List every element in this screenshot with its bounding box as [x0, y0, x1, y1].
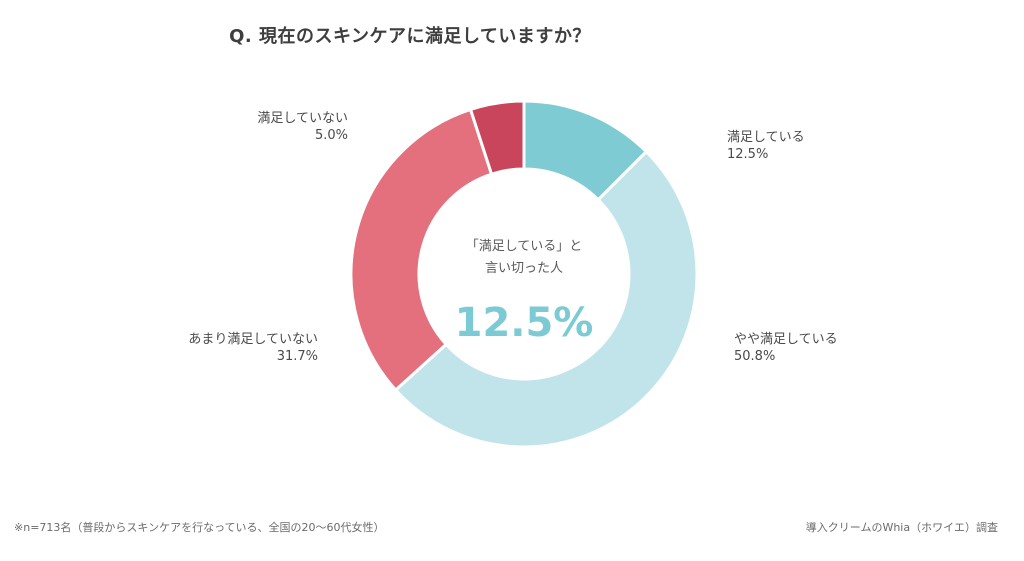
- center-caption: 「満足している」と 言い切った人: [424, 236, 624, 280]
- source-credit: 導入クリームのWhia（ホワイエ）調査: [805, 521, 998, 534]
- chart-title: Q. 現在のスキンケアに満足していますか？: [229, 26, 591, 47]
- slice-label-not-satisfied: 満足していない 5.0%: [257, 110, 348, 144]
- slice-label-somewhat-satisfied-name: やや満足している: [734, 332, 838, 347]
- sample-footnote: ※n=713名（普段からスキンケアを行なっている、全国の20〜60代女性）: [14, 521, 385, 534]
- slice-label-not-satisfied-value: 5.0%: [314, 128, 348, 143]
- slice-label-not-very-satisfied-name: あまり満足していない: [188, 332, 318, 347]
- slice-label-satisfied-name: 満足している: [727, 130, 805, 145]
- slice-not-satisfied: [468, 99, 526, 177]
- center-caption-line1: 「満足している」と: [465, 239, 583, 254]
- slice-label-satisfied: 満足している 12.5%: [727, 129, 805, 163]
- slice-label-satisfied-value: 12.5%: [727, 147, 769, 162]
- slice-label-not-very-satisfied-value: 31.7%: [276, 349, 318, 364]
- slice-somewhat-satisfied: [393, 149, 699, 449]
- slice-not-very-satisfied: [349, 107, 494, 393]
- slice-label-somewhat-satisfied-value: 50.8%: [734, 349, 776, 364]
- center-value: 12.5%: [454, 300, 594, 346]
- slice-label-not-very-satisfied: あまり満足していない 31.7%: [188, 331, 318, 365]
- slice-label-not-satisfied-name: 満足していない: [257, 111, 348, 126]
- center-caption-line2: 言い切った人: [484, 261, 563, 276]
- slice-label-somewhat-satisfied: やや満足している 50.8%: [734, 331, 838, 365]
